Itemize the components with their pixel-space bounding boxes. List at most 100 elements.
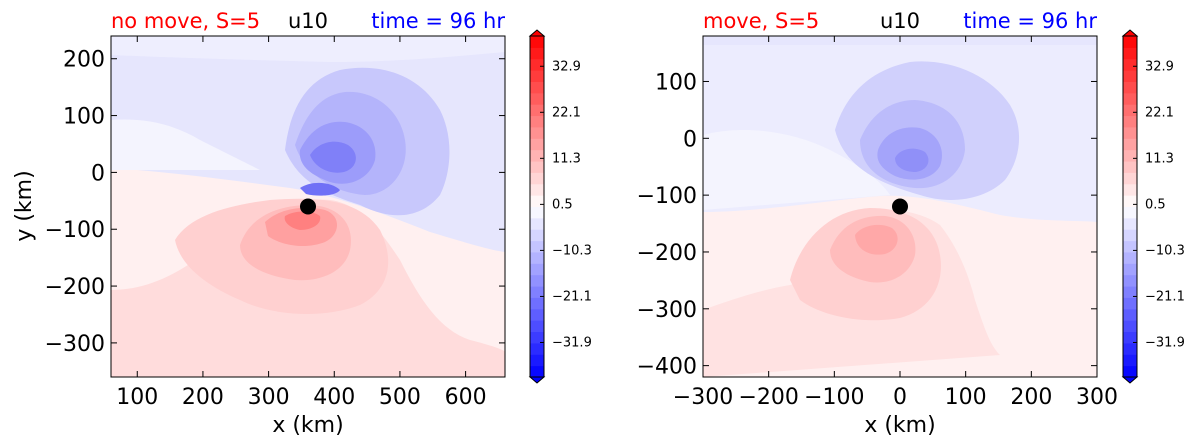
colorbar-extend-bottom <box>1121 376 1139 384</box>
colorbar-band <box>1123 206 1137 219</box>
plot-frame <box>110 35 506 378</box>
colorbar-band <box>1123 172 1137 185</box>
colorbar-extend-top <box>528 29 546 37</box>
colorbar-band <box>530 274 544 287</box>
y-tick-label: −100 <box>45 218 105 243</box>
x-tick-label: −300 <box>673 385 733 410</box>
x-tick-label: −100 <box>804 385 864 410</box>
colorbar-band <box>530 286 544 298</box>
y-tick-label: −200 <box>637 241 697 266</box>
colorbar-band <box>1123 36 1137 48</box>
colorbar: 32.9 22.1 11.3 0.5 −10.3 −21.1 −31.9 <box>528 29 592 384</box>
title-center: u10 <box>288 9 328 33</box>
colorbar-band <box>530 331 544 344</box>
x-tick-label: 200 <box>1010 385 1052 410</box>
colorbar-band <box>530 229 544 242</box>
storm-center-marker <box>300 198 316 215</box>
x-tick-label: 200 <box>182 385 224 410</box>
colorbar-band <box>530 104 544 117</box>
colorbar-band <box>1123 342 1137 355</box>
colorbar-band <box>1123 217 1137 230</box>
colorbar-tick-label: 11.3 <box>552 151 581 166</box>
colorbar-band <box>530 92 544 105</box>
colorbar-band <box>1123 331 1137 344</box>
colorbar-band <box>530 354 544 367</box>
colorbar-tick-label: 32.9 <box>552 59 581 74</box>
colorbar-band <box>1123 81 1137 94</box>
colorbar-band <box>1123 251 1137 264</box>
colorbar-band <box>1123 274 1137 287</box>
colorbar-tick-label: −10.3 <box>552 243 592 258</box>
colorbar-band <box>1123 149 1137 162</box>
colorbar-tick-label: −21.1 <box>1145 289 1185 304</box>
colorbar-band <box>530 320 544 333</box>
x-axis-label: x (km) <box>272 413 343 438</box>
y-ticks: 100 0 −100 −200 −300 −400 <box>637 70 1097 380</box>
x-ticks: −300 −200 −100 0 100 200 300 <box>673 36 1118 410</box>
colorbar-band <box>530 263 544 276</box>
colorbar-band <box>530 297 544 310</box>
colorbar-band <box>1123 115 1137 128</box>
colorbar-band <box>1123 183 1137 196</box>
x-tick-label: 100 <box>116 385 158 410</box>
colorbar-band <box>1123 195 1137 207</box>
colorbar-band <box>530 161 544 173</box>
colorbar-band <box>530 36 544 48</box>
colorbar-extend-bottom <box>528 376 546 384</box>
colorbar-band <box>1123 320 1137 333</box>
x-tick-label: 600 <box>445 385 487 410</box>
contour-field <box>111 36 505 377</box>
y-tick-label: 200 <box>63 48 105 73</box>
colorbar-extend-top <box>1121 29 1139 37</box>
x-axis-label: x (km) <box>864 413 935 438</box>
y-tick-label: 0 <box>683 127 697 152</box>
colorbar-band <box>530 240 544 253</box>
title-left: move, S=5 <box>703 9 819 33</box>
colorbar-frame <box>1122 35 1138 378</box>
title-left: no move, S=5 <box>111 9 260 33</box>
colorbar-band <box>1123 263 1137 276</box>
colorbar-tick-label: 32.9 <box>1145 59 1174 74</box>
y-tick-label: −300 <box>45 332 105 357</box>
y-ticks: 200 100 0 −100 −200 −300 <box>45 48 505 357</box>
colorbar: 32.9 22.1 11.3 0.5 −10.3 −21.1 −31.9 <box>1121 29 1185 384</box>
colorbar-band <box>1123 297 1137 310</box>
y-tick-label: 100 <box>63 105 105 130</box>
colorbar-tick-label: 11.3 <box>1145 151 1174 166</box>
colorbar-band <box>530 217 544 230</box>
colorbar-band <box>530 251 544 264</box>
y-tick-label: 0 <box>91 161 105 186</box>
colorbar-tick-label: −31.9 <box>1145 335 1185 350</box>
colorbar-band <box>530 47 544 60</box>
colorbar-tick-label: −21.1 <box>552 289 592 304</box>
colorbar-band <box>530 183 544 196</box>
colorbar-band <box>1123 240 1137 253</box>
x-tick-label: 0 <box>893 385 907 410</box>
x-tick-label: 500 <box>379 385 421 410</box>
colorbar-tick-label: 0.5 <box>1145 197 1166 212</box>
y-tick-label: 100 <box>655 70 697 95</box>
y-tick-label: −200 <box>45 275 105 300</box>
colorbar-band <box>530 206 544 219</box>
colorbar-band <box>1123 70 1137 82</box>
x-tick-label: −200 <box>738 385 798 410</box>
colorbar-tick-label: 0.5 <box>552 197 573 212</box>
colorbar-band <box>530 70 544 82</box>
colorbar-band <box>1123 365 1137 378</box>
colorbar-tick-label: −31.9 <box>552 335 592 350</box>
colorbar-band <box>530 138 544 151</box>
colorbar-band <box>1123 308 1137 321</box>
colorbar-band <box>1123 104 1137 117</box>
x-ticks: 100 200 300 400 500 600 <box>116 36 487 410</box>
colorbar-tick-label: 22.1 <box>552 105 581 120</box>
colorbar-band <box>530 149 544 162</box>
colorbar-band <box>1123 47 1137 60</box>
x-tick-label: 400 <box>313 385 355 410</box>
storm-center-marker <box>892 198 908 215</box>
x-tick-label: 300 <box>1076 385 1118 410</box>
y-tick-label: −400 <box>637 355 697 380</box>
colorbar-band <box>1123 92 1137 105</box>
title-right: time = 96 hr <box>963 9 1097 33</box>
colorbar-band <box>530 58 544 71</box>
